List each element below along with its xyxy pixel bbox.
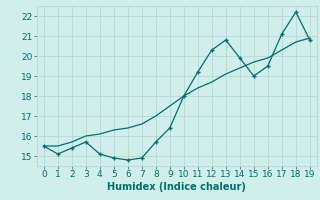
X-axis label: Humidex (Indice chaleur): Humidex (Indice chaleur) (108, 182, 246, 192)
